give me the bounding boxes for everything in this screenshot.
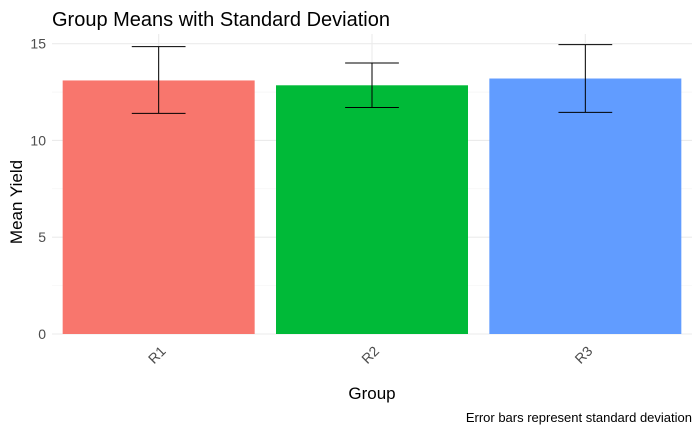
bar-r1 — [62, 80, 255, 334]
y-axis-ticks: 0 5 10 15 — [30, 36, 46, 342]
chart-title: Group Means with Standard Deviation — [52, 9, 390, 31]
y-tick-label: 15 — [30, 36, 46, 52]
bar-r2 — [276, 85, 468, 335]
x-axis-title: Group — [348, 384, 395, 403]
bar-r3 — [489, 78, 682, 334]
x-tick-label: R3 — [571, 343, 595, 367]
x-tick-label: R2 — [358, 343, 382, 367]
y-tick-label: 10 — [30, 132, 46, 148]
error-bars — [131, 44, 613, 114]
y-tick-label: 0 — [38, 326, 46, 342]
y-tick-label: 5 — [38, 229, 46, 245]
x-axis-ticks: R1 R2 R3 — [145, 343, 596, 367]
chart-caption: Error bars represent standard deviation — [466, 410, 692, 425]
x-tick-label: R1 — [145, 343, 169, 367]
y-axis-title: Mean Yield — [7, 160, 26, 244]
bars — [62, 78, 682, 335]
